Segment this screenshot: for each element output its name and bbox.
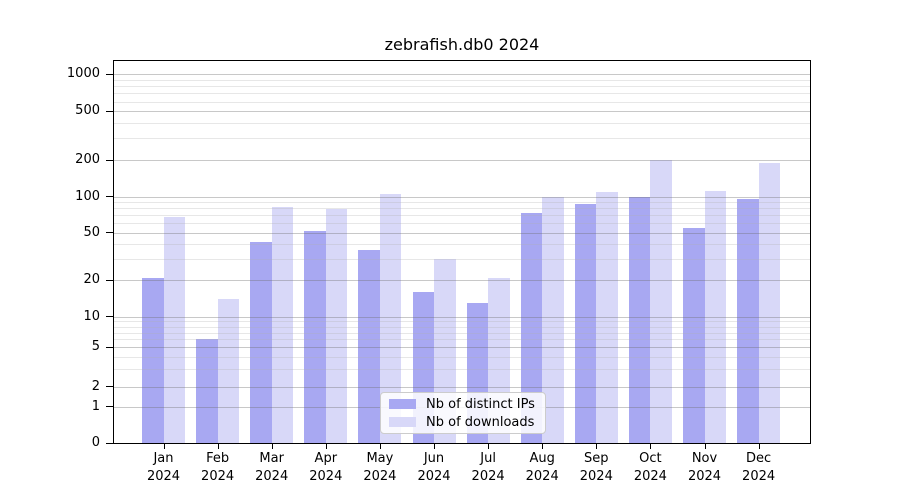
x-axis-tick-label: Apr 2024	[309, 451, 343, 484]
bar-downloads	[704, 190, 726, 443]
bar-distinct-ips	[304, 230, 326, 443]
legend-label-distinct-ips: Nb of distinct IPs	[426, 396, 535, 412]
bar-downloads	[596, 191, 618, 443]
y-axis-tick-label: 10	[83, 308, 100, 324]
bar-downloads	[379, 193, 402, 443]
legend-item-distinct-ips: Nb of distinct IPs	[387, 397, 539, 412]
bar-distinct-ips	[250, 241, 272, 443]
x-axis-tick	[596, 444, 598, 449]
y-axis-tick	[106, 73, 113, 75]
y-axis-tick	[106, 346, 113, 348]
y-major-gridline	[114, 160, 810, 162]
x-axis-tick-label: Jun 2024	[417, 451, 451, 484]
y-axis-tick	[106, 196, 113, 198]
x-axis-tick-label: Nov 2024	[687, 451, 722, 484]
chart-title: zebrafish.db0 2024	[384, 35, 540, 54]
bar-distinct-ips	[196, 339, 218, 443]
x-axis-tick	[379, 444, 381, 449]
y-axis-tick-label: 200	[75, 152, 100, 168]
y-minor-gridline	[114, 138, 810, 140]
x-axis-tick	[650, 444, 652, 449]
x-axis-tick	[325, 444, 327, 449]
bar-distinct-ips	[574, 203, 597, 443]
y-axis-tick-label: 20	[83, 272, 100, 288]
x-axis-tick-label: Jul 2024	[471, 451, 505, 484]
x-axis-tick-label: Sep 2024	[579, 451, 613, 484]
x-axis-tick-label: Jan 2024	[146, 451, 181, 484]
x-axis-tick	[542, 444, 544, 449]
y-axis-tick-label: 500	[75, 103, 100, 119]
legend-item-downloads: Nb of downloads	[387, 415, 539, 430]
y-axis-tick	[106, 232, 113, 234]
legend-swatch-downloads	[389, 417, 416, 427]
bar-downloads	[758, 162, 781, 443]
bar-distinct-ips	[628, 196, 651, 443]
x-axis-tick-label: Oct 2024	[633, 451, 667, 484]
bar-downloads	[217, 299, 240, 443]
x-axis-tick	[704, 444, 706, 449]
bar-distinct-ips	[683, 227, 705, 443]
y-minor-gridline	[114, 86, 810, 88]
plot-area: Nb of distinct IPs Nb of downloads	[113, 60, 811, 444]
x-axis-tick	[488, 444, 490, 449]
bar-downloads	[650, 160, 672, 443]
x-axis-tick	[434, 444, 435, 449]
y-axis-tick	[106, 442, 113, 444]
y-major-gridline	[114, 74, 810, 76]
bar-distinct-ips	[358, 249, 380, 443]
y-axis-tick-label: 5	[91, 339, 100, 355]
y-axis-tick-label: 1	[91, 398, 100, 414]
x-axis-tick	[217, 444, 219, 449]
y-axis-tick	[106, 159, 113, 161]
bar-downloads	[163, 216, 185, 443]
y-axis-tick-label: 100	[75, 188, 100, 204]
y-axis-tick	[106, 316, 113, 318]
y-axis-tick	[106, 406, 113, 408]
bar-downloads	[542, 196, 564, 443]
y-minor-gridline	[114, 123, 810, 125]
x-axis-tick	[163, 444, 165, 449]
y-axis-tick	[106, 386, 113, 388]
x-axis-tick-label: Mar 2024	[255, 451, 289, 484]
legend: Nb of distinct IPs Nb of downloads	[380, 392, 546, 434]
y-axis-tick	[106, 110, 113, 112]
legend-label-downloads: Nb of downloads	[426, 414, 535, 430]
legend-swatch-distinct-ips	[389, 399, 416, 409]
bar-distinct-ips	[142, 277, 164, 443]
x-axis-tick	[758, 444, 760, 449]
y-axis-tick-label: 50	[83, 224, 100, 240]
y-minor-gridline	[114, 80, 810, 82]
y-axis-tick	[106, 279, 113, 281]
x-axis-tick	[271, 444, 273, 449]
y-axis-tick-label: 1000	[66, 66, 100, 82]
x-axis-tick-label: Dec 2024	[742, 451, 776, 484]
bar-downloads	[325, 208, 348, 443]
bar-distinct-ips	[737, 198, 759, 443]
x-axis-tick-label: May 2024	[363, 451, 397, 484]
x-axis-tick-label: Aug 2024	[525, 451, 559, 484]
bar-downloads	[271, 206, 294, 443]
y-minor-gridline	[114, 93, 810, 95]
x-axis-tick-label: Feb 2024	[201, 451, 235, 484]
y-major-gridline	[114, 111, 810, 113]
y-axis-tick-label: 0	[91, 435, 100, 450]
y-minor-gridline	[114, 101, 810, 103]
y-axis-tick-label: 2	[91, 378, 100, 394]
bar-distinct-ips	[520, 212, 543, 443]
